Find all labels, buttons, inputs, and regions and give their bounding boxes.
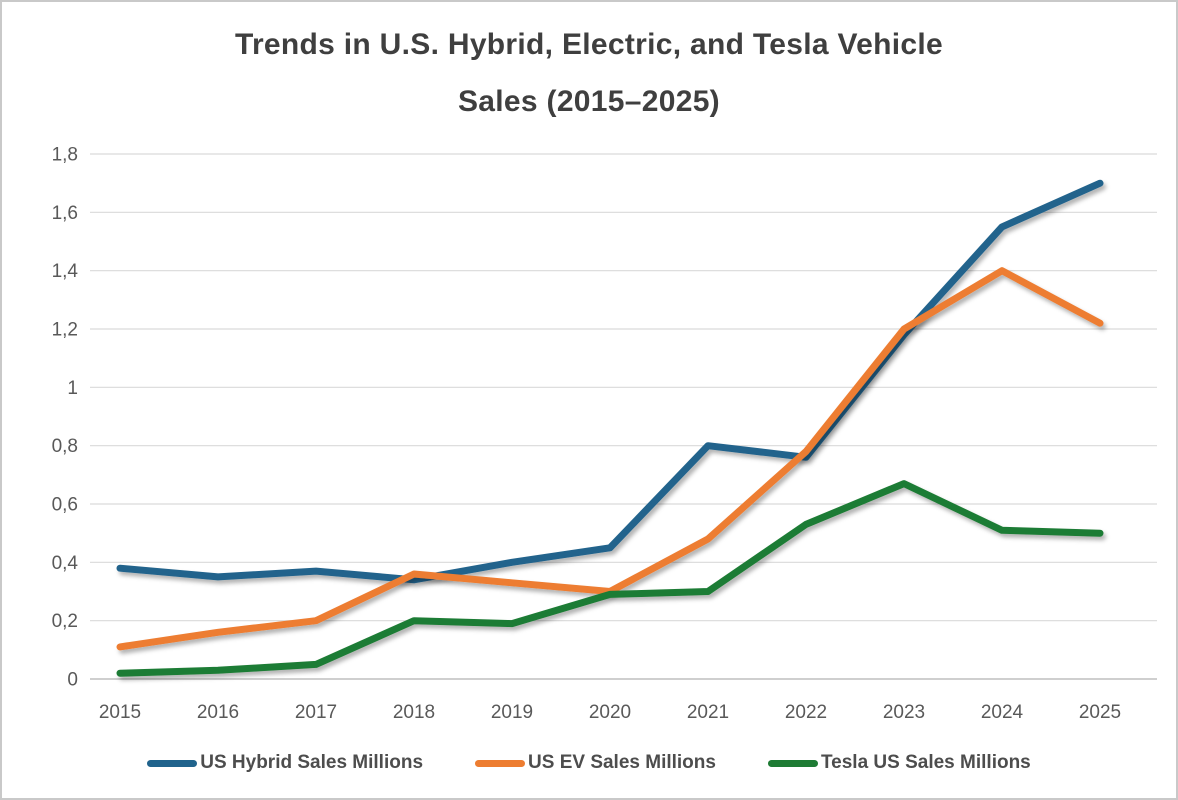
chart-title: Trends in U.S. Hybrid, Electric, and Tes…	[2, 16, 1176, 130]
legend-label: Tesla US Sales Millions	[820, 752, 1031, 773]
x-tick-label: 2015	[99, 702, 141, 723]
y-tick-label: 1,6	[52, 203, 78, 224]
y-tick-label: 0,6	[52, 495, 78, 516]
x-tick-label: 2018	[393, 702, 435, 723]
legend-item-tesla: Tesla US Sales Millions	[767, 752, 1031, 774]
series-lines	[116, 179, 1104, 677]
plot-area: 00,20,40,60,811,21,41,61,8 2015 2016 2017 2…	[52, 145, 1157, 723]
y-tick-label: 1,8	[52, 145, 78, 166]
legend-swatch	[147, 759, 198, 767]
y-tick-label: 1,2	[52, 320, 78, 341]
x-axis-labels: 2015 2016 2017 2018 2019 2020 2021 2022 2023 2024…	[99, 702, 1121, 723]
series-line-ev	[116, 267, 1104, 651]
x-tick-label: 2020	[589, 702, 631, 723]
gridlines	[90, 153, 1157, 680]
legend-item-hybrid: US Hybrid Sales Millions	[147, 752, 423, 774]
y-tick-label: 0,4	[52, 553, 79, 574]
legend: US Hybrid Sales Millions US EV Sales Mill…	[2, 752, 1176, 774]
x-tick-label: 2024	[981, 702, 1024, 723]
y-tick-label: 0,2	[52, 611, 78, 632]
legend-swatch	[767, 759, 818, 767]
x-tick-label: 2025	[1079, 702, 1121, 723]
y-tick-label: 1	[67, 378, 78, 399]
x-tick-label: 2016	[197, 702, 239, 723]
series-line-tesla	[116, 480, 1104, 677]
x-tick-label: 2017	[295, 702, 337, 723]
legend-label: US EV Sales Millions	[528, 752, 716, 773]
legend-label: US Hybrid Sales Millions	[200, 752, 424, 773]
chart-title-line1: Trends in U.S. Hybrid, Electric, and Tes…	[234, 28, 944, 61]
series-line-hybrid	[116, 179, 1104, 584]
y-axis-labels: 0 0,2 0,4 0,6 0,8 1 1,2 1,4 1,6 1,8	[52, 145, 79, 691]
y-tick-label: 0,8	[52, 436, 78, 457]
x-tick-label: 2021	[687, 702, 729, 723]
x-tick-label: 2019	[491, 702, 533, 723]
y-tick-label: 0	[67, 670, 78, 691]
x-tick-label: 2023	[883, 702, 925, 723]
x-tick-label: 2022	[785, 702, 827, 723]
y-tick-label: 1,4	[52, 261, 79, 282]
legend-item-ev: US EV Sales Millions	[475, 752, 716, 774]
chart-title-line2: Sales (2015–2025)	[458, 85, 720, 118]
legend-swatch	[475, 759, 526, 767]
